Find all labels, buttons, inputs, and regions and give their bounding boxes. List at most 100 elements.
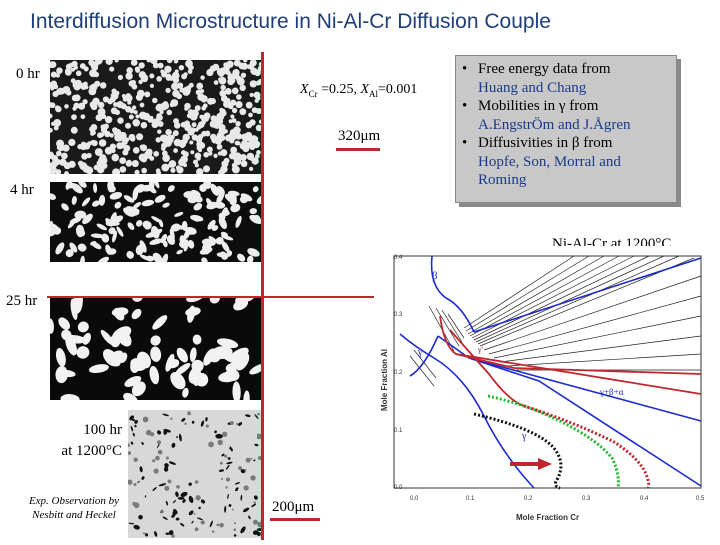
micro-particle [129, 108, 135, 114]
micro-particle [171, 534, 175, 538]
info-item-source: Huang and Chang [478, 79, 587, 96]
micro-particle [63, 162, 71, 170]
micro-particle [216, 523, 220, 527]
micro-particle [94, 148, 103, 157]
micro-particle [71, 183, 83, 194]
micro-particle [165, 532, 170, 535]
micro-particle [236, 77, 243, 84]
label-gamma-bottom: γ [521, 431, 527, 442]
micro-particle [50, 113, 53, 119]
micro-particle [254, 414, 259, 420]
micro-particle [241, 194, 249, 203]
micro-particle [256, 433, 263, 440]
micro-particle [239, 143, 245, 149]
micro-particle [244, 131, 253, 140]
micro-particle [53, 227, 62, 235]
micro-particle [232, 381, 241, 400]
micro-particle [253, 495, 258, 500]
phase-diagram: 0.0 0.1 0.2 0.3 0.4 0.5 0.0 0.1 0.2 0.3 … [374, 246, 720, 540]
micro-particle [182, 151, 189, 158]
micro-particle [114, 201, 122, 209]
micro-particle [153, 182, 160, 189]
micro-particle [172, 89, 180, 98]
info-item-source: Hopfe, Son, Morral and [478, 153, 621, 170]
micro-particle [189, 127, 196, 134]
micro-particle [145, 533, 149, 537]
micro-particle [88, 87, 97, 96]
micro-particle [55, 169, 62, 174]
micro-particle [196, 138, 201, 143]
micro-particle [161, 71, 168, 78]
micro-particle [194, 215, 199, 222]
micro-particle [246, 152, 255, 161]
micro-particle [203, 151, 209, 158]
micro-particle [149, 73, 155, 79]
micro-particle [141, 199, 155, 207]
micro-particle [209, 520, 213, 528]
experiment-credit: Exp. Observation by Nesbitt and Heckel [26, 494, 122, 522]
diffusion-path-black [473, 412, 563, 490]
micro-particle [184, 102, 191, 110]
micro-particle [123, 392, 138, 400]
micro-particle [217, 338, 239, 349]
micro-particle [239, 153, 247, 161]
x-tick: 0.4 [640, 496, 649, 502]
micro-particle [236, 422, 239, 426]
micro-particle [77, 160, 84, 167]
micro-particle [125, 93, 132, 99]
micro-particle [235, 132, 243, 140]
micro-particle [142, 416, 149, 423]
micro-particle [163, 466, 169, 472]
info-item-source: A.EngstrÖm and J.Ågren [478, 116, 631, 133]
micro-particle [135, 184, 146, 193]
micro-particle [202, 103, 208, 109]
micro-particle [186, 113, 192, 119]
micro-particle [130, 60, 138, 66]
label-100hr: 100 hr at 1200°C [40, 420, 122, 462]
micro-particle [225, 477, 231, 482]
x-axis-label: Mole Fraction Cr [516, 513, 579, 522]
micro-particle [109, 192, 123, 200]
micro-particle [142, 532, 146, 535]
micro-particle [64, 171, 69, 174]
axis-ticks: 0.0 0.1 0.2 0.3 0.4 0.5 0.0 0.1 0.2 0.3 … [394, 255, 705, 502]
micro-particle [53, 84, 59, 90]
micro-particle [240, 526, 246, 534]
micro-particle [200, 95, 208, 103]
micro-particle [132, 432, 135, 437]
micro-particle [205, 417, 208, 422]
micro-particle [166, 109, 173, 116]
micro-particle [249, 208, 257, 215]
micro-particle [128, 451, 132, 455]
info-item-mobilities: • Mobilities in γ from A.EngstrÖm and J.Å… [462, 97, 670, 134]
micro-particle [99, 82, 107, 89]
micrograph-100hr [128, 410, 263, 538]
micro-particle [184, 226, 197, 235]
micro-particle [162, 516, 168, 520]
micro-particle [194, 527, 199, 532]
micro-particle [166, 136, 174, 144]
micro-particle [119, 166, 127, 173]
micro-particle [188, 510, 194, 516]
micro-particle [122, 96, 128, 102]
micro-particle [233, 152, 242, 161]
micro-particle [125, 160, 133, 167]
micrograph-4hr [50, 182, 262, 262]
micro-particle [239, 108, 247, 116]
micro-particle [218, 216, 227, 230]
micro-particle [253, 501, 256, 504]
micro-particle [138, 62, 145, 69]
micro-particle [194, 152, 202, 160]
micro-particle [97, 256, 110, 262]
micro-particle [165, 75, 172, 81]
micro-particle [211, 225, 219, 231]
micro-particle [176, 485, 180, 489]
info-item-title: Diffusivities in β from [478, 135, 613, 151]
micro-particle [145, 186, 156, 192]
micro-particle [150, 346, 162, 362]
micro-particle [225, 486, 228, 489]
scale-bar-top [336, 148, 380, 151]
micro-particle [198, 506, 201, 510]
micro-particle [107, 248, 117, 255]
micro-particle [255, 153, 260, 159]
